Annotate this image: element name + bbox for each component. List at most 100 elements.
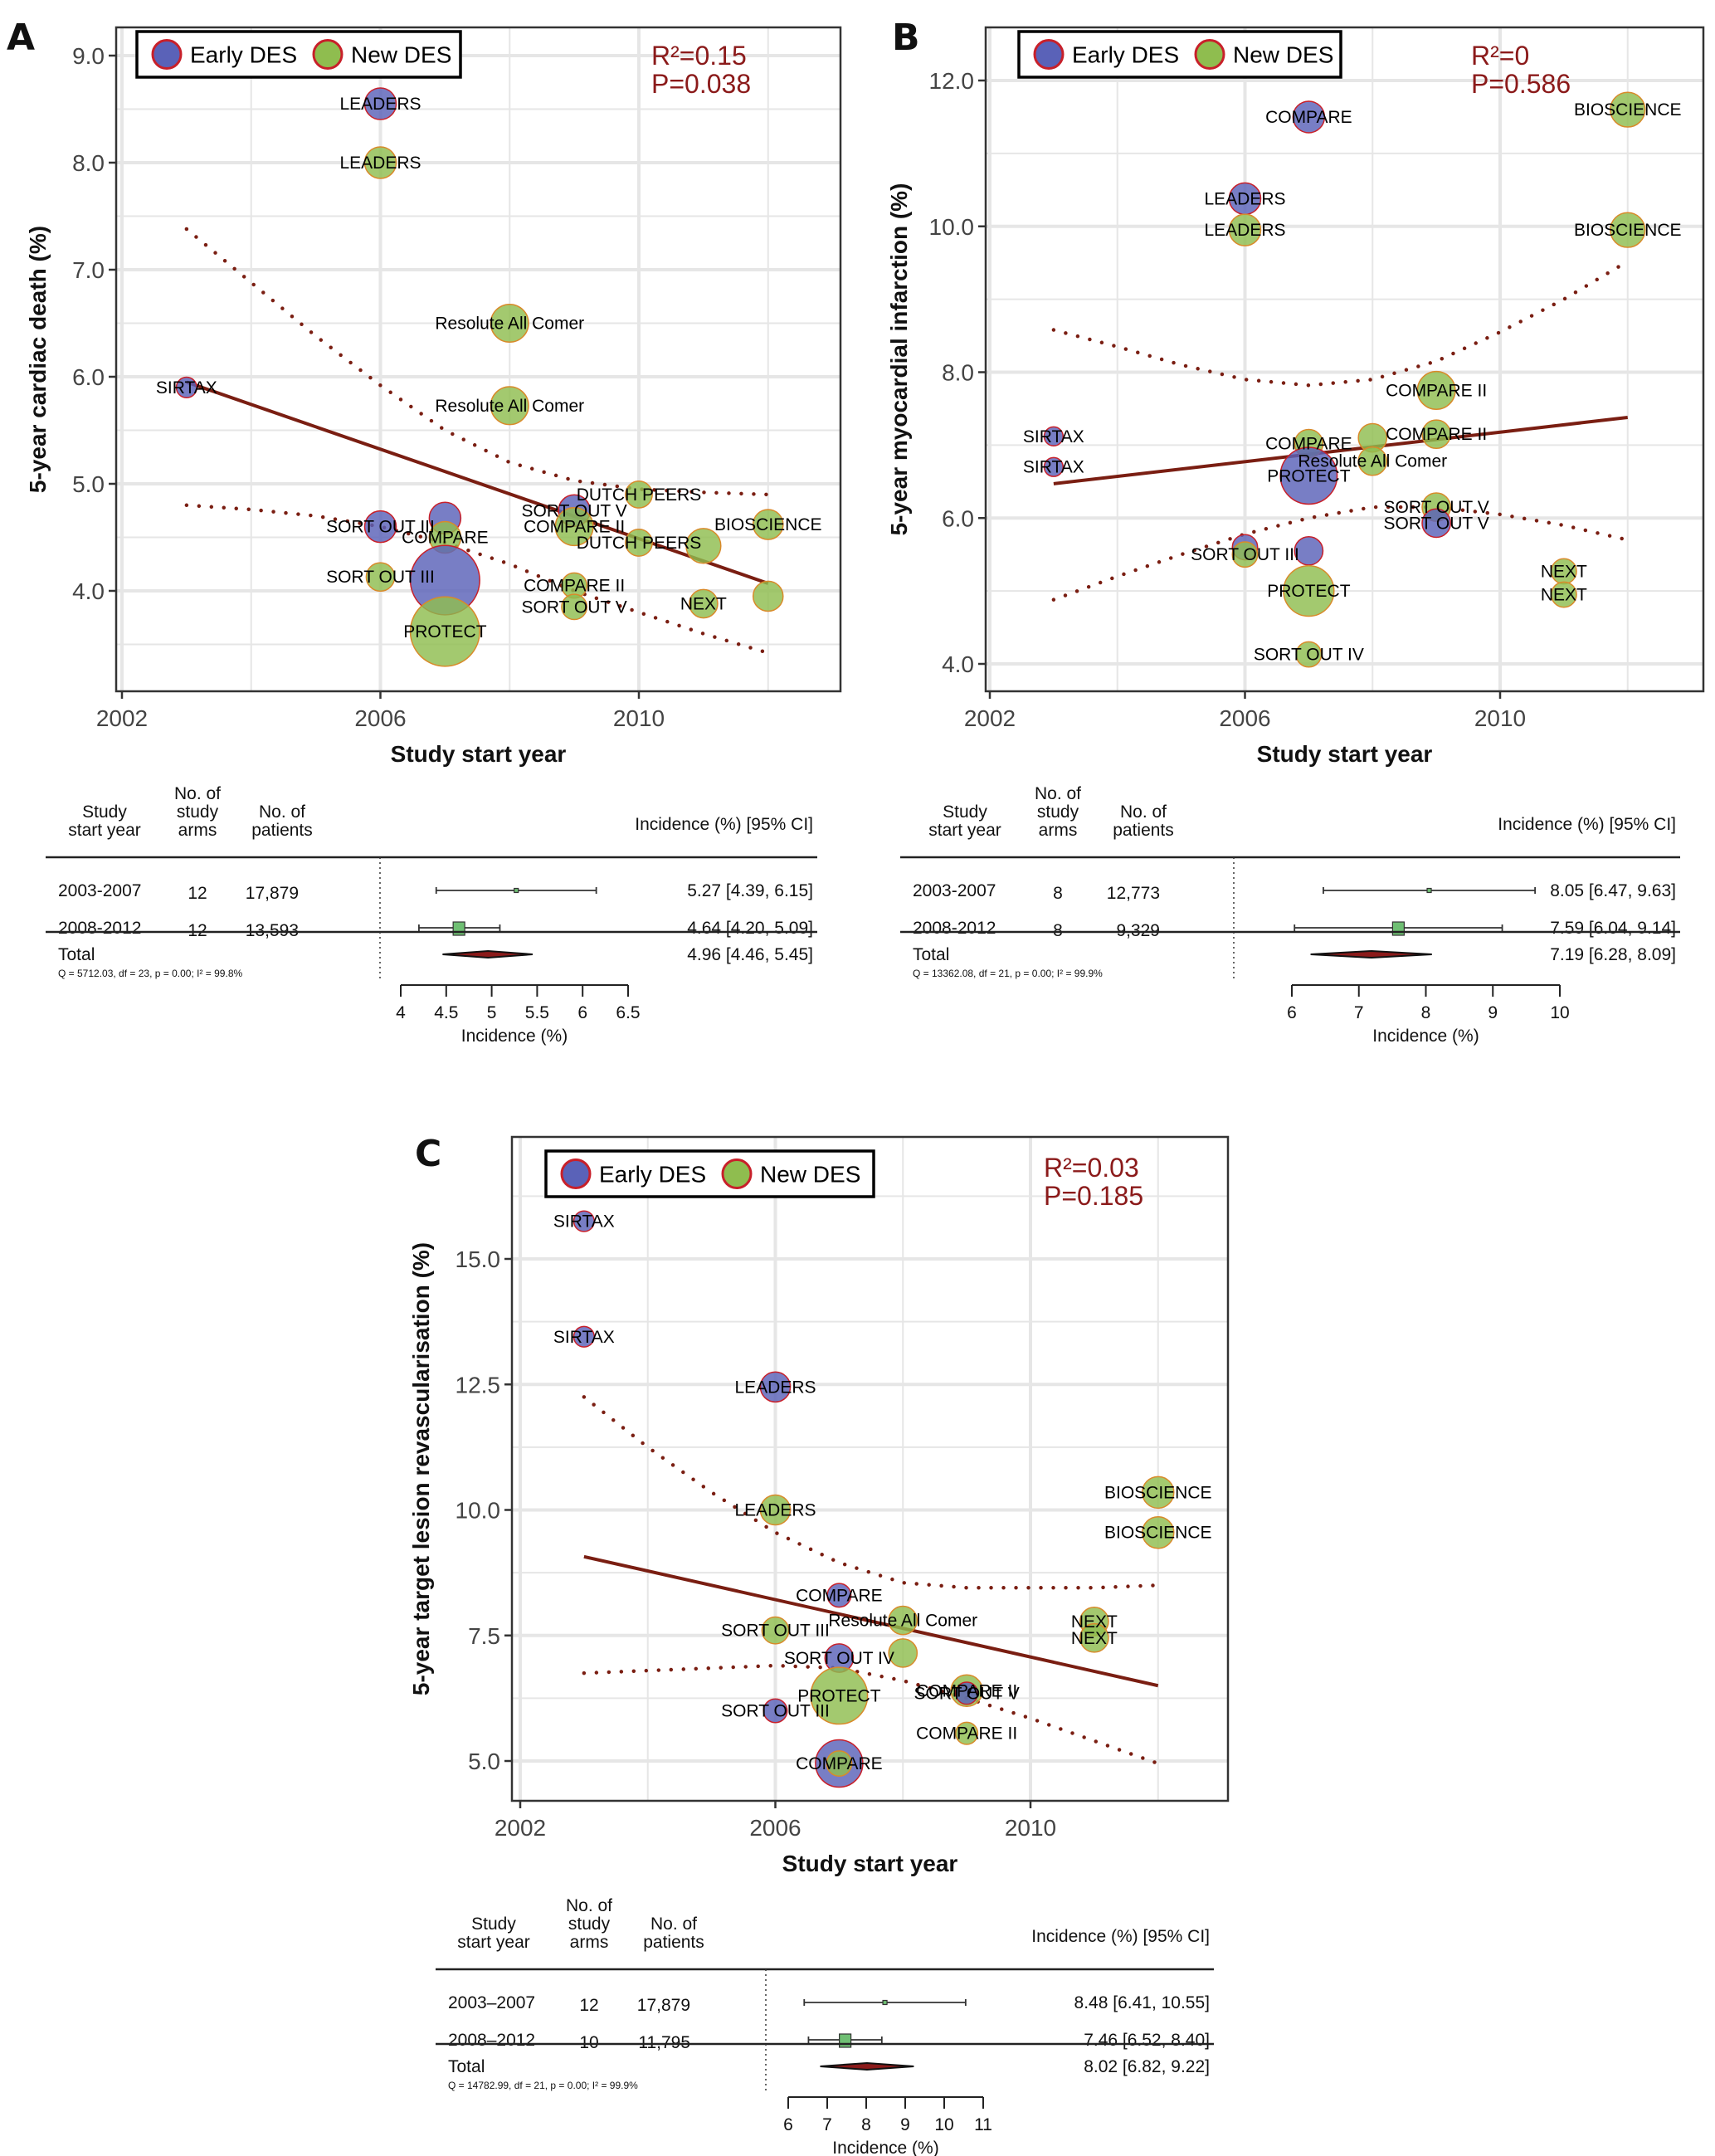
bubble-new-des [490,303,529,344]
legend-early-label: Early DES [190,42,297,68]
y-tick-label: 5.0 [468,1749,500,1774]
legend-early-swatch [1033,39,1065,70]
legend-early-label: Early DES [1072,42,1179,68]
bubble-new-des [1295,641,1323,668]
y-tick-label: 5.0 [72,471,105,497]
bubble-label: LEADERS [734,1378,816,1397]
header-study-arms: No. of [566,1896,612,1915]
x-axis-title: Study start year [782,1851,958,1876]
row-patients: 9,329 [1116,921,1160,940]
row-point-estimate [839,2033,852,2048]
y-tick-label: 6.0 [72,364,105,390]
y-axis-title: 5-year target lesion revascularisation (… [408,1242,434,1695]
panel-c: C 5.0 7.5 10.0 12.5 15.0 2002 2006 2010 Study sta… [408,1133,1230,1876]
row-period: 2003-2007 [58,881,141,900]
bubble-new-des [955,1721,979,1745]
forest-axis-tick-label: 11 [974,2115,992,2134]
row-incidence-ci: 8.48 [6.41, 10.55] [1074,1993,1210,2012]
plot-border [114,26,842,693]
forest-axis-tick-label: 9 [1488,1003,1498,1022]
x-tick-label: 2010 [1005,1815,1056,1841]
bubble-label: SIRTAX [1023,427,1084,446]
y-tick-label: 8.0 [942,360,974,386]
r-squared-stat: R²=0.15 [651,41,747,71]
forest-axis-tick-label: 8 [861,2115,871,2134]
header-study-arms: study [177,802,219,822]
bubble-new-des [752,509,784,540]
y-tick-label: 12.5 [456,1372,501,1397]
bubble-label: SORT OUT V [914,1684,1020,1703]
forest-axis-tick-label: 5 [487,1003,497,1022]
bubble-new-des [625,480,653,509]
row-patients: 11,795 [638,2033,690,2052]
header-study-start-year: start year [457,1933,530,1952]
bubble-new-des [761,1616,790,1645]
ci-upper-band [1051,259,1630,388]
bubble-label: PROTECT [1267,466,1351,485]
bubble-early-des [762,1698,788,1724]
header-study-arms: arms [1039,821,1078,840]
bubble-new-des [554,507,594,547]
forest-axis-tick-label: 9 [900,2115,910,2134]
row-incidence-ci: 4.64 [4.20, 5.09] [687,919,813,938]
legend: Early DES New DES [544,1149,875,1198]
heterogeneity-note: Q = 13362.08, df = 21, p = 0.00; I² = 99… [913,968,1103,979]
x-tick-label: 2002 [964,705,1016,731]
header-study-arms: arms [570,1933,609,1952]
row-patients: 17,879 [246,884,299,903]
row-arms: 8 [1053,921,1063,940]
forest-axis-tick-label: 4 [396,1003,406,1022]
bubble-new-des [1610,212,1646,248]
bubble-new-des [888,1605,918,1636]
gridlines [986,27,1703,691]
legend-new-label: New DES [351,42,451,68]
y-tick-label: 6.0 [942,505,974,531]
bubbles: SIRTAX SIRTAX LEADERS LEADERS BIOSCIENCE BIOS… [553,1210,1212,1788]
p-value-stat: P=0.038 [651,69,751,99]
header-study-start-year: Study [943,802,987,822]
y-tick-label: 7.0 [72,257,105,283]
p-value-stat: P=0.586 [1471,69,1571,99]
forest-axis-tick-label: 6 [577,1003,587,1022]
bubble-label: NEXT [1071,1612,1118,1632]
bubble-label: COMPARE II [916,1724,1017,1744]
bubble-new-des [685,528,722,564]
bubble-early-des [1279,446,1338,505]
bubble-new-des [409,596,480,667]
panel-a: A 4.0 5.0 6.0 7.0 8.0 9.0 2002 2006 2010 Study sta… [7,17,842,767]
x-tick-label: 2002 [495,1815,546,1841]
row-arms: 12 [188,921,207,940]
forest-axis-tick-label: 7 [1354,1003,1364,1022]
forest-axis-tick-label: 6 [1287,1003,1297,1022]
bubble-early-des [1294,535,1324,566]
plot-border [984,26,1705,693]
bubble-new-des [363,146,397,179]
bubble-label: LEADERS [339,95,421,114]
ci-upper-band [582,1395,1160,1590]
bubble-new-des [1283,564,1335,617]
bubble-label: COMPARE [1265,435,1352,454]
forest-axis-title: Incidence (%) [1372,1027,1479,1046]
legend-box [1017,30,1342,79]
regression-line [583,1554,1159,1688]
row-patients: 12,773 [1107,884,1160,903]
legend-new-swatch [1194,39,1225,70]
row-point-estimate [514,887,519,894]
header-study-arms: study [1037,802,1079,822]
legend-new-label: New DES [760,1162,860,1188]
header-incidence-ci: Incidence (%) [95% CI] [635,815,813,834]
row-point-estimate [1426,887,1432,894]
bubble-new-des [365,562,396,593]
row-point-estimate [452,921,465,936]
row-incidence-ci: 5.27 [4.39, 6.15] [687,881,813,900]
heterogeneity-note: Q = 5712.03, df = 23, p = 0.00; I² = 99.… [58,968,242,979]
header-patients: patients [251,821,313,840]
ci-upper-band [184,227,770,497]
x-axis-title: Study start year [391,741,567,767]
ci-lower-band [582,1663,1160,1766]
y-tick-label: 10.0 [456,1498,501,1524]
bubble-label: COMPARE II [916,1681,1017,1700]
total-label: Total [913,945,949,964]
bubble-new-des [1142,1476,1175,1510]
bubble-label: SIRTAX [553,1212,615,1232]
